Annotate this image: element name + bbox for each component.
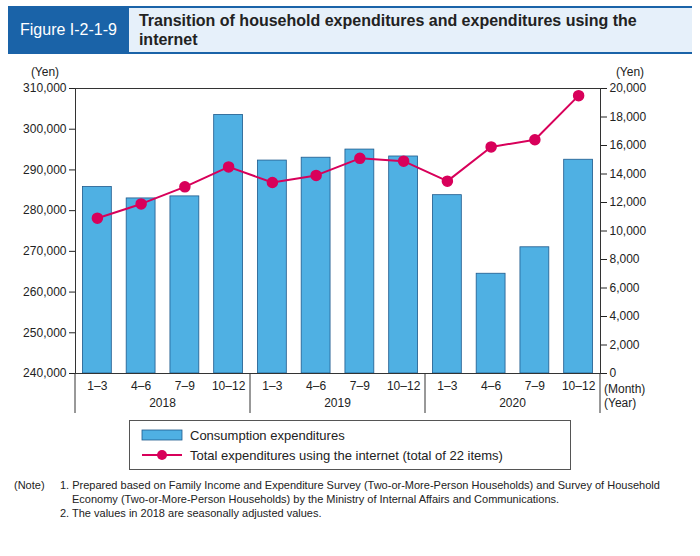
- svg-text:20,000: 20,000: [610, 81, 647, 95]
- svg-text:250,000: 250,000: [23, 326, 67, 340]
- html-text:Consumption expenditures: Consumption expenditures: [190, 427, 345, 443]
- svg-text:(Yen): (Yen): [31, 65, 59, 79]
- html-text:1. Prepared based on Family In: 1. Prepared based on Family Income and E…: [60, 479, 660, 505]
- svg-text:12,000: 12,000: [610, 195, 647, 209]
- html-text:(Note): (Note): [14, 479, 45, 491]
- svg-text:6,000: 6,000: [610, 281, 640, 295]
- svg-text:300,000: 300,000: [23, 122, 67, 136]
- svg-text:4–6: 4–6: [131, 379, 151, 393]
- svg-text:18,000: 18,000: [610, 110, 647, 124]
- svg-text:2018: 2018: [149, 396, 176, 410]
- svg-text:2020: 2020: [499, 396, 526, 410]
- svg-text:270,000: 270,000: [23, 244, 67, 258]
- svg-text:2019: 2019: [324, 396, 351, 410]
- html-text:2. The values in 2018 are seas: 2. The values in 2018 are seasonally adj…: [60, 507, 322, 519]
- svg-text:4,000: 4,000: [610, 309, 640, 323]
- svg-text:10,000: 10,000: [610, 224, 647, 238]
- svg-text:(Month): (Month): [604, 382, 645, 396]
- svg-text:1–3: 1–3: [437, 379, 457, 393]
- svg-text:10–12: 10–12: [562, 379, 596, 393]
- svg-text:240,000: 240,000: [23, 366, 67, 380]
- svg-text:1–3: 1–3: [262, 379, 282, 393]
- svg-text:7–9: 7–9: [175, 379, 195, 393]
- svg-text:7–9: 7–9: [525, 379, 545, 393]
- svg-text:(Yen): (Yen): [616, 65, 644, 79]
- svg-text:10–12: 10–12: [212, 379, 246, 393]
- svg-text:280,000: 280,000: [23, 203, 67, 217]
- svg-text:8,000: 8,000: [610, 252, 640, 266]
- svg-text:0: 0: [610, 366, 617, 380]
- svg-text:4–6: 4–6: [306, 379, 326, 393]
- html-text:Figure I-2-1-9: Figure I-2-1-9: [20, 21, 117, 38]
- svg-text:10–12: 10–12: [387, 379, 421, 393]
- svg-text:4–6: 4–6: [481, 379, 501, 393]
- svg-text:1–3: 1–3: [87, 379, 107, 393]
- svg-text:260,000: 260,000: [23, 285, 67, 299]
- html-text:Total expenditures using the i: Total expenditures using the internet (t…: [190, 447, 503, 463]
- svg-text:2,000: 2,000: [610, 338, 640, 352]
- svg-text:(Year): (Year): [604, 396, 636, 410]
- svg-text:310,000: 310,000: [23, 81, 67, 95]
- svg-text:14,000: 14,000: [610, 167, 647, 181]
- svg-text:290,000: 290,000: [23, 163, 67, 177]
- html-text:Transition of household expend: Transition of household expenditures and…: [138, 12, 637, 48]
- svg-text:16,000: 16,000: [610, 138, 647, 152]
- svg-text:7–9: 7–9: [350, 379, 370, 393]
